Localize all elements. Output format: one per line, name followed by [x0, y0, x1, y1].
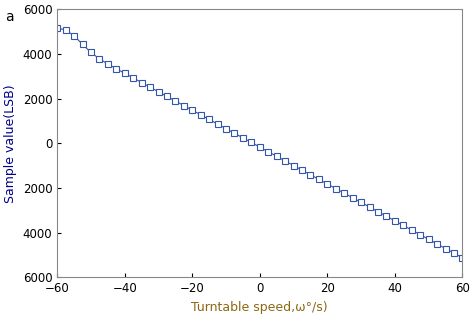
Text: a: a: [5, 10, 13, 24]
Y-axis label: Sample value(LSB): Sample value(LSB): [4, 84, 17, 203]
X-axis label: Turntable speed,ω°/s): Turntable speed,ω°/s): [191, 301, 328, 314]
